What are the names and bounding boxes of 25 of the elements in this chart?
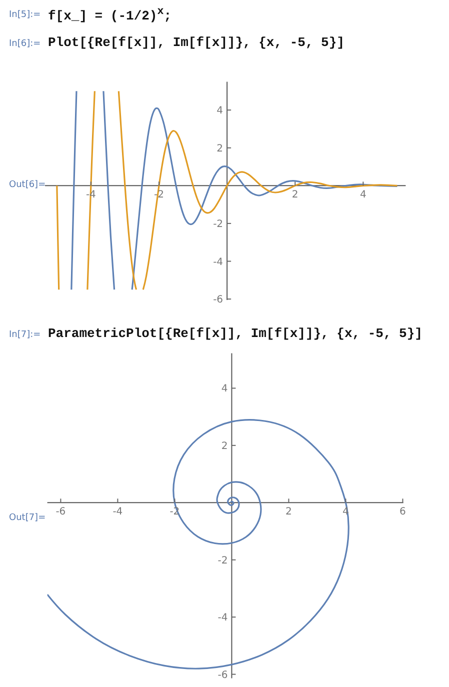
y-tick-label: 2 xyxy=(221,440,228,452)
x-tick-label: -4 xyxy=(112,506,123,518)
text: In[7]:= xyxy=(9,330,41,340)
text: Out[7]= xyxy=(9,513,46,523)
y-tick-label: -6 xyxy=(213,294,224,306)
y-tick-label: 4 xyxy=(216,106,224,117)
chart-title: Plot[{Re[f[x]], Im[f[x]]}, {x, -5, 5}] xyxy=(48,35,344,50)
y-tick-label: 2 xyxy=(216,143,224,154)
y-tick-label: -4 xyxy=(213,256,224,268)
text: In[6]:= xyxy=(9,39,41,49)
x-tick-label: 4 xyxy=(360,190,366,201)
annotation: Out[6]= xyxy=(9,180,46,190)
x-tick-label: 2 xyxy=(292,190,298,201)
x-tick-label: 6 xyxy=(400,506,406,518)
x-tick-label: 2 xyxy=(286,506,292,518)
y-tick-label: -2 xyxy=(213,218,224,230)
y-tick-label: -6 xyxy=(218,670,228,681)
text: f[x_] = (-1/2)$^{x}$; xyxy=(48,6,172,24)
text: In[5]:= xyxy=(9,10,41,20)
y-tick-label: -4 xyxy=(218,612,228,624)
y-tick-label: -2 xyxy=(218,555,228,566)
chart-title: ParametricPlot[{Re[f[x]], Im[f[x]]}, {x, -5, 5}] xyxy=(48,326,422,341)
line-series xyxy=(47,419,350,670)
y-tick-label: 4 xyxy=(221,384,228,395)
x-tick-label: -6 xyxy=(56,506,66,518)
